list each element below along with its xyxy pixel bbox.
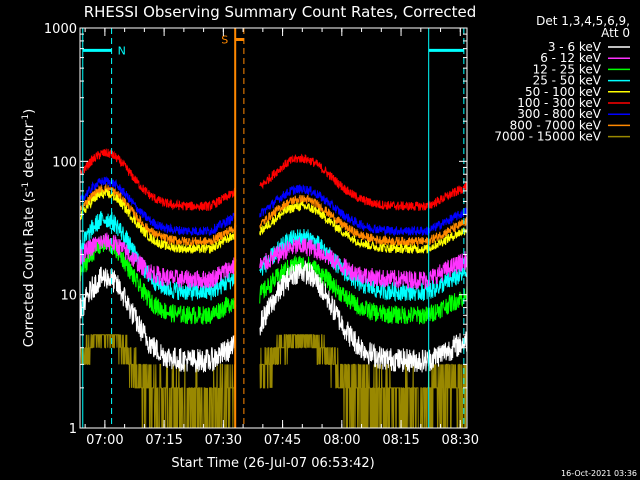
- legend-entry-label: 12 - 25 keV: [533, 62, 602, 76]
- plot-frame: [79, 27, 468, 429]
- overlays-group: NS: [82, 28, 465, 428]
- legend-entry-label: 300 - 800 keV: [517, 107, 601, 121]
- traces-group: [79, 148, 468, 429]
- x-tick-label: 07:30: [205, 433, 242, 448]
- legend-entry-label: 25 - 50 keV: [533, 74, 602, 88]
- y-tick-label: 100: [52, 155, 77, 170]
- series-line-2-seg1: [79, 232, 237, 289]
- series-line-7-seg1: [79, 176, 237, 237]
- x-tick-label: 07:00: [86, 433, 123, 448]
- y-tick-label: 1: [69, 422, 77, 437]
- series-line-6-seg2: [259, 153, 468, 211]
- x-tick-label: 08:15: [382, 433, 419, 448]
- legend-header-line1: Det 1,3,4,5,6,9,: [536, 14, 630, 28]
- legend-entry-label: 100 - 300 keV: [517, 96, 601, 110]
- x-tick-label: 07:45: [264, 433, 301, 448]
- y-label-exp1: -1: [21, 182, 31, 191]
- series-line-6-seg1: [79, 148, 237, 211]
- series-line-7-seg2: [259, 184, 468, 237]
- series-line-1-seg1: [79, 266, 237, 373]
- series-line-5-seg1: [79, 188, 237, 255]
- series-line-5-seg2: [259, 200, 468, 254]
- series-line-8-seg1: [79, 183, 237, 247]
- legend-entry-label: 50 - 100 keV: [525, 85, 602, 99]
- series-line-3-seg2: [259, 254, 468, 325]
- legend-entry-label: 7000 - 15000 keV: [494, 130, 601, 144]
- x-tick-label: 08:30: [442, 433, 479, 448]
- series-line-8-seg2: [259, 194, 468, 247]
- series-line-4-seg1: [79, 210, 237, 301]
- legend-header-line2: Att 0: [601, 26, 630, 40]
- night-label: N: [118, 44, 126, 57]
- y-label-part2: detector: [22, 122, 37, 182]
- y-label-part1: Corrected Count Rate (s: [22, 191, 37, 348]
- x-axis-label: Start Time (26-Jul-07 06:53:42): [171, 456, 374, 471]
- saa-label: S: [221, 33, 228, 46]
- legend-entry-label: 6 - 12 keV: [540, 51, 602, 65]
- y-label-exp2: -1: [21, 114, 31, 123]
- y-axis-label: Corrected Count Rate (s-1 detector-1): [21, 109, 37, 347]
- x-tick-label: 08:00: [323, 433, 360, 448]
- tick-group: 07:00 07:15 07:30 07:45 08:00 08:15 08:30 1 10 10…: [44, 22, 479, 448]
- series-line-2-seg2: [259, 237, 468, 291]
- legend-entry-label: 800 - 7000 keV: [510, 118, 602, 132]
- y-tick-label: 10: [60, 289, 77, 304]
- x-tick-label: 07:15: [145, 433, 182, 448]
- legend-entry-label: 3 - 6 keV: [548, 40, 602, 54]
- y-label-part3: ): [22, 109, 37, 114]
- y-tick-label: 1000: [44, 22, 77, 37]
- series-line-1-seg2: [259, 260, 468, 373]
- series-line-4-seg2: [259, 228, 468, 302]
- chart-title: RHESSI Observing Summary Count Rates, Co…: [84, 3, 477, 21]
- series-line-9-seg1: [79, 334, 236, 429]
- timestamp-label: 16-Oct-2021 03:36: [561, 469, 637, 478]
